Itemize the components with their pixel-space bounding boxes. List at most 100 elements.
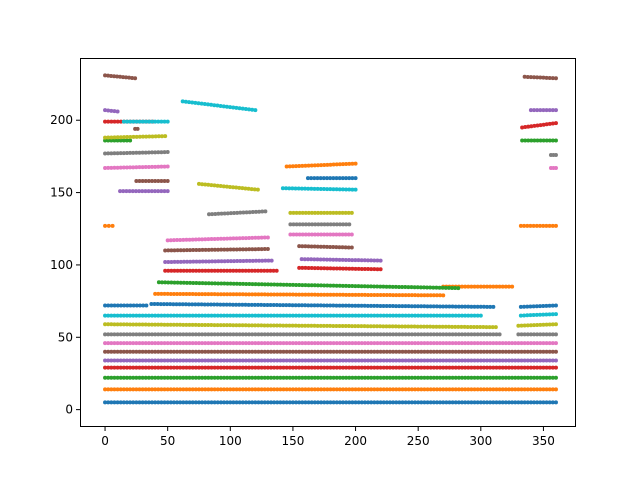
data-point <box>250 349 255 354</box>
data-point <box>306 186 311 191</box>
data-point <box>434 324 439 329</box>
data-point <box>193 100 198 105</box>
data-point <box>184 292 189 297</box>
data-point <box>309 186 314 191</box>
data-point <box>328 244 333 249</box>
data-point <box>225 313 230 318</box>
data-point <box>372 387 377 392</box>
data-point <box>143 165 148 170</box>
data-point <box>231 292 236 297</box>
data-point <box>234 292 239 297</box>
data-point <box>156 313 161 318</box>
data-point <box>356 284 361 289</box>
data-point <box>538 365 543 370</box>
data-point <box>309 332 314 337</box>
data-point <box>184 400 189 405</box>
data-point <box>506 375 511 380</box>
data-point <box>137 332 142 337</box>
data-point <box>488 387 493 392</box>
data-point <box>453 341 458 346</box>
data-point <box>181 365 186 370</box>
data-point <box>275 282 280 287</box>
data-point <box>334 232 339 237</box>
data-point <box>475 365 480 370</box>
data-point <box>400 400 405 405</box>
data-point <box>362 341 367 346</box>
data-point <box>485 341 490 346</box>
data-point <box>441 313 446 318</box>
data-point <box>115 349 120 354</box>
data-point <box>106 165 111 170</box>
data-point <box>456 304 461 309</box>
data-point <box>544 322 549 327</box>
data-point <box>134 119 139 124</box>
data-point <box>144 303 149 308</box>
data-point <box>256 235 261 240</box>
data-point <box>210 212 215 217</box>
data-point <box>397 365 402 370</box>
data-point <box>344 187 349 192</box>
data-point <box>196 358 201 363</box>
x-axis: 0 50 100 150 200 250 300 350 <box>101 427 555 448</box>
data-point <box>234 236 239 241</box>
data-point <box>416 332 421 337</box>
data-point <box>331 176 336 181</box>
data-point <box>334 313 339 318</box>
data-point <box>325 349 330 354</box>
data-point <box>506 341 511 346</box>
data-point <box>143 365 148 370</box>
data-point <box>306 341 311 346</box>
data-point <box>259 313 264 318</box>
series-10 <box>103 302 558 309</box>
data-point <box>453 324 458 329</box>
data-point <box>346 232 351 237</box>
data-point <box>300 210 305 215</box>
data-point <box>393 324 398 329</box>
data-point <box>178 268 183 273</box>
data-point <box>237 185 242 190</box>
data-point <box>293 323 298 328</box>
data-point <box>340 283 345 288</box>
data-point <box>252 187 257 192</box>
data-point <box>416 365 421 370</box>
data-point <box>456 286 461 291</box>
data-point <box>137 365 142 370</box>
data-point <box>193 302 198 307</box>
data-point <box>441 304 446 309</box>
data-point <box>175 358 180 363</box>
x-tick-label: 0 <box>101 434 109 448</box>
data-point <box>547 121 552 126</box>
data-point <box>256 365 261 370</box>
data-point <box>447 400 452 405</box>
data-point <box>532 358 537 363</box>
data-point <box>328 283 333 288</box>
data-point <box>506 365 511 370</box>
data-point <box>359 400 364 405</box>
data-point <box>290 375 295 380</box>
data-point <box>137 375 142 380</box>
data-point <box>491 400 496 405</box>
data-point <box>194 248 199 253</box>
data-point <box>344 222 349 227</box>
data-point <box>174 302 179 307</box>
data-point <box>216 259 221 264</box>
data-point <box>528 349 533 354</box>
data-point <box>416 349 421 354</box>
data-point <box>519 400 524 405</box>
data-point <box>553 365 558 370</box>
data-point <box>400 341 405 346</box>
data-point <box>163 134 168 139</box>
data-point <box>153 150 158 155</box>
data-point <box>347 161 352 166</box>
data-point <box>456 332 461 337</box>
data-point <box>203 358 208 363</box>
data-point <box>184 322 189 327</box>
data-point <box>150 375 155 380</box>
data-point <box>162 119 167 124</box>
data-point <box>284 313 289 318</box>
data-point <box>275 375 280 380</box>
data-point <box>538 223 543 228</box>
data-point <box>337 162 342 167</box>
data-point <box>121 313 126 318</box>
data-point <box>256 292 261 297</box>
